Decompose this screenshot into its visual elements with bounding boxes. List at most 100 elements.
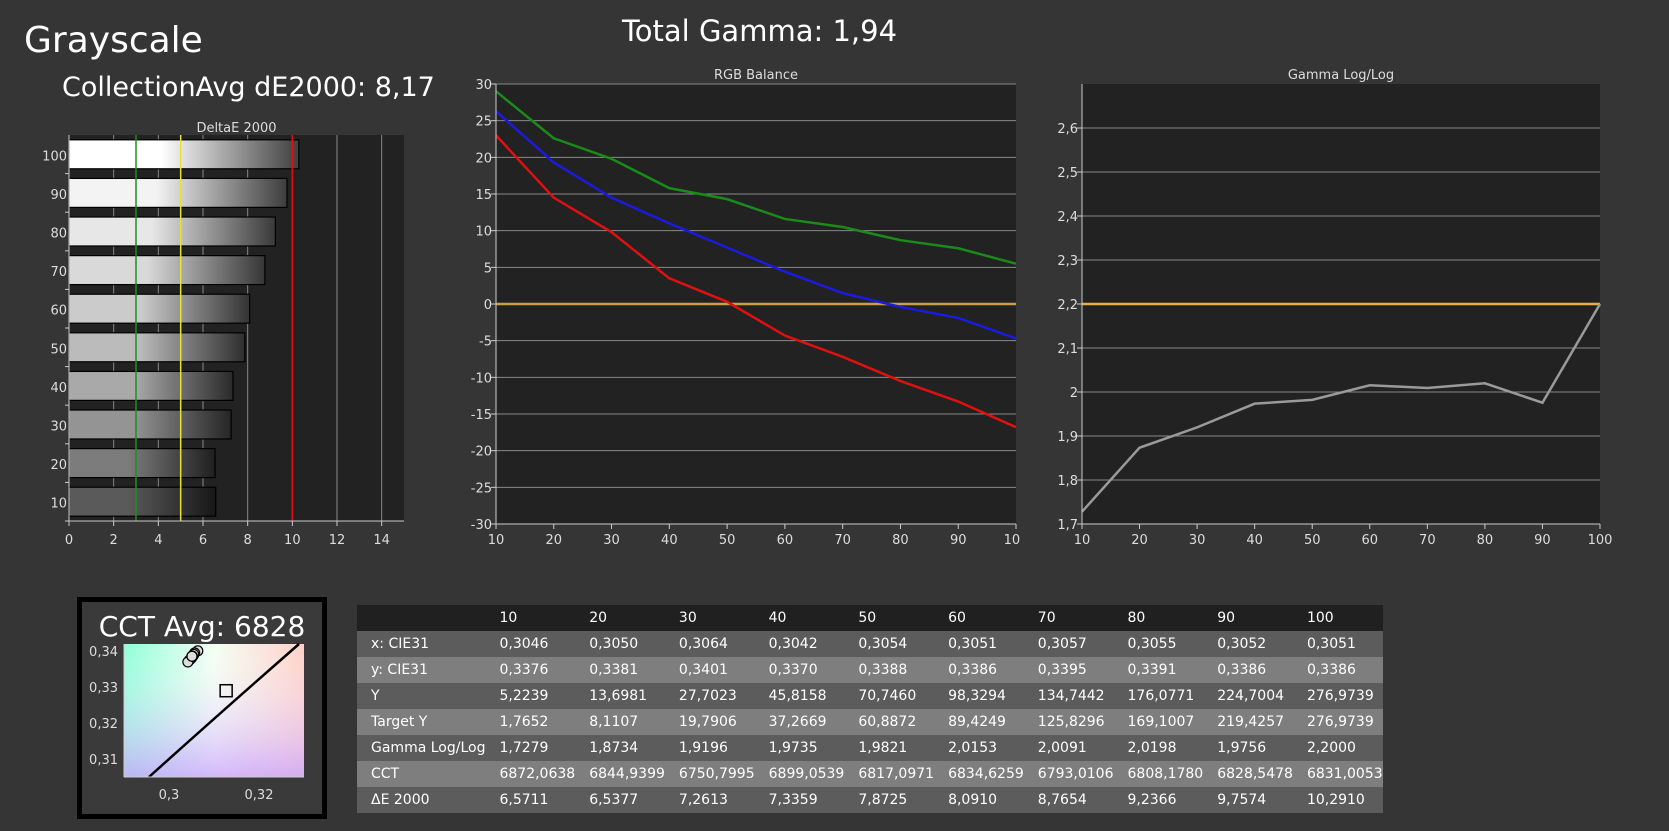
page-title: Grayscale: [24, 20, 203, 61]
table-cell: 1,9821: [844, 735, 935, 761]
x-tick-label: 8: [244, 533, 252, 548]
x-tick-label: 12: [329, 533, 346, 548]
x-tick-label: 60: [1362, 533, 1379, 548]
table-cell: 0,3052: [1203, 631, 1293, 657]
table-cell: 276,9739: [1292, 709, 1383, 735]
y-tick-label: 80: [50, 227, 67, 242]
y-tick-label: 2,6: [1057, 122, 1078, 137]
table-cell: 0,3054: [844, 631, 935, 657]
table-cell: 9,7574: [1203, 787, 1293, 813]
table-cell: 1,9756: [1203, 735, 1293, 761]
chart-title: DeltaE 2000: [196, 121, 276, 136]
table-cell: 219,4257: [1203, 709, 1293, 735]
table-cell: 0,3042: [754, 631, 845, 657]
table-row: ΔE 2000 6,5711 6,5377 7,2613 7,3359 7,8725 8,0…: [357, 787, 1383, 813]
column-header: 60: [934, 605, 1024, 631]
x-tick-label: 10: [488, 533, 505, 548]
x-tick-label: 20: [1131, 533, 1148, 548]
series-line: [495, 134, 1017, 429]
y-tick-label: 15: [475, 188, 492, 203]
table-cell: 0,3057: [1023, 631, 1114, 657]
y-tick-label: 2,1: [1057, 342, 1078, 357]
table-cell: 0,3381: [575, 657, 665, 683]
x-tick-label: 0,32: [245, 788, 274, 803]
y-tick-label: 1,8: [1057, 474, 1078, 489]
deltae-bar: [68, 332, 246, 363]
table-cell: 6793,0106: [1023, 761, 1114, 787]
table-cell: 37,2669: [754, 709, 845, 735]
deltae-bar: [68, 370, 234, 401]
series-line: [1081, 303, 1602, 513]
column-header: 50: [844, 605, 935, 631]
x-tick-label: 80: [1477, 533, 1494, 548]
table-row: CCT 6872,0638 6844,9399 6750,7995 6899,0539 6…: [357, 761, 1383, 787]
table-cell: 224,7004: [1203, 683, 1293, 709]
y-tick-label: 40: [50, 381, 67, 396]
table-cell: 169,1007: [1113, 709, 1204, 735]
table-cell: 176,0771: [1113, 683, 1204, 709]
x-tick-label: 60: [777, 533, 794, 548]
row-label: Gamma Log/Log: [357, 735, 486, 761]
x-tick-label: 2: [110, 533, 118, 548]
measurement-table: 10 20 30 40 50 60 70 80 90 100 x: CIE31 0,3046 0,305…: [357, 605, 1383, 813]
table-cell: 1,9196: [664, 735, 755, 761]
deltae-bar: [68, 448, 216, 479]
y-tick-label: 2,2: [1057, 298, 1078, 313]
deltae-bar: [68, 486, 217, 517]
column-header: 100: [1292, 605, 1383, 631]
table-cell: 0,3051: [934, 631, 1024, 657]
y-tick-label: 10: [50, 497, 67, 512]
y-tick-label: -10: [471, 371, 492, 386]
table-cell: 6899,0539: [754, 761, 845, 787]
table-cell: 1,7279: [485, 735, 576, 761]
header-label: [357, 605, 486, 631]
series-line: [495, 90, 1017, 265]
y-tick-label: 2,4: [1057, 210, 1078, 225]
x-tick-label: 70: [1419, 533, 1436, 548]
deltae-bar: [68, 293, 251, 324]
row-label: ΔE 2000: [357, 787, 486, 813]
x-tick-label: 80: [892, 533, 909, 548]
target-marker: [219, 683, 233, 698]
deltae-bar: [68, 255, 266, 286]
x-tick-label: 40: [1246, 533, 1263, 548]
table-cell: 6808,1780: [1113, 761, 1204, 787]
table-cell: 45,8158: [754, 683, 845, 709]
y-tick-label: 5: [484, 261, 492, 276]
y-tick-label: 2,5: [1057, 166, 1078, 181]
table-cell: 0,3051: [1292, 631, 1383, 657]
y-tick-label: 1,7: [1057, 518, 1078, 533]
y-tick-label: 90: [50, 188, 67, 203]
cct-panel: CCT Avg: 6828 0,34 0,33 0,32 0,31 0,3 0,32: [77, 597, 327, 819]
table-cell: 5,2239: [485, 683, 576, 709]
table-cell: 2,0198: [1113, 735, 1204, 761]
table-cell: 6817,0971: [844, 761, 935, 787]
deltae-bar: [68, 216, 276, 247]
table-cell: 0,3401: [664, 657, 755, 683]
table-cell: 7,3359: [754, 787, 845, 813]
column-header: 20: [575, 605, 665, 631]
deltae-bar: [68, 177, 288, 208]
y-tick-label: -5: [479, 335, 492, 350]
x-tick-label: 30: [1189, 533, 1206, 548]
y-tick-label: 70: [50, 265, 67, 280]
table-cell: 6,5711: [485, 787, 576, 813]
table-cell: 125,8296: [1023, 709, 1114, 735]
table-cell: 9,2366: [1113, 787, 1204, 813]
y-tick-label: 1,9: [1057, 430, 1078, 445]
y-tick-label: -20: [471, 445, 492, 460]
deltae-bar: [68, 139, 300, 170]
y-tick-label: 2: [1070, 386, 1078, 401]
table-cell: 13,6981: [575, 683, 665, 709]
x-tick-label: 50: [1304, 533, 1321, 548]
table-cell: 8,1107: [575, 709, 665, 735]
y-tick-label: 10: [475, 225, 492, 240]
column-header: 70: [1023, 605, 1114, 631]
planckian-locus: [148, 643, 300, 778]
y-tick-label: 20: [475, 151, 492, 166]
table-cell: 6844,9399: [575, 761, 665, 787]
table-cell: 27,7023: [664, 683, 755, 709]
table-cell: 0,3064: [664, 631, 755, 657]
series-line: [495, 110, 1017, 340]
row-label: Y: [357, 683, 486, 709]
